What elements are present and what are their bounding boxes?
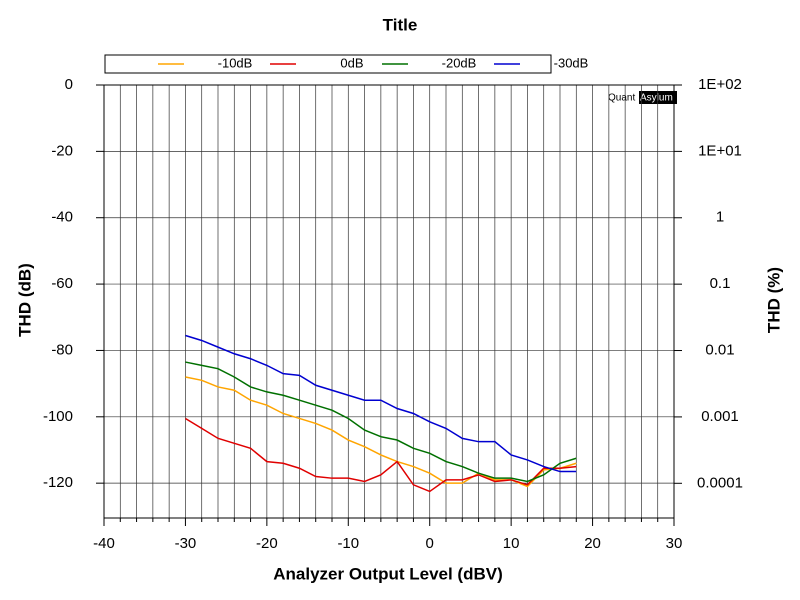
legend-label: -20dB: [442, 55, 477, 70]
legend-box: [104, 54, 552, 74]
y2-axis-label: THD (%): [764, 267, 783, 333]
legend-label: -30dB: [554, 55, 589, 70]
watermark: Asylum: [640, 93, 673, 104]
legend-label: -10dB: [218, 55, 253, 70]
y-tick-label: -60: [51, 275, 73, 292]
watermark: Quant: [608, 93, 635, 104]
y-tick-label: -40: [51, 209, 73, 226]
x-tick-label: 10: [503, 535, 520, 552]
x-tick-label: -40: [93, 535, 115, 552]
series-line: [185, 361, 577, 483]
x-tick-label: 30: [666, 535, 683, 552]
y2-tick-label: 0.01: [705, 341, 734, 358]
legend-label: 0dB: [340, 55, 363, 70]
y-tick-label: -100: [43, 408, 73, 425]
y-tick-label: -120: [43, 474, 73, 491]
x-tick-label: -30: [175, 535, 197, 552]
y-tick-label: -20: [51, 142, 73, 159]
chart-title: Title: [383, 15, 418, 34]
y2-tick-label: 0.001: [701, 408, 739, 425]
x-tick-label: -10: [337, 535, 359, 552]
y-tick-label: 0: [65, 76, 73, 93]
series-line: [185, 417, 577, 493]
y2-tick-label: 0.1: [710, 275, 731, 292]
plot-frame: [103, 84, 675, 519]
x-tick-label: 0: [426, 535, 434, 552]
y-tick-label: -80: [51, 341, 73, 358]
series-line: [185, 334, 577, 473]
y2-tick-label: 0.0001: [697, 474, 743, 491]
x-tick-label: -20: [256, 535, 278, 552]
x-axis-label: Analyzer Output Level (dBV): [273, 564, 503, 583]
watermark-bg: [607, 91, 639, 104]
y-axis-label: THD (dB): [15, 263, 34, 337]
y2-tick-label: 1: [716, 209, 724, 226]
x-tick-label: 20: [584, 535, 601, 552]
y2-tick-label: 1E+02: [698, 76, 742, 93]
y2-tick-label: 1E+01: [698, 142, 742, 159]
